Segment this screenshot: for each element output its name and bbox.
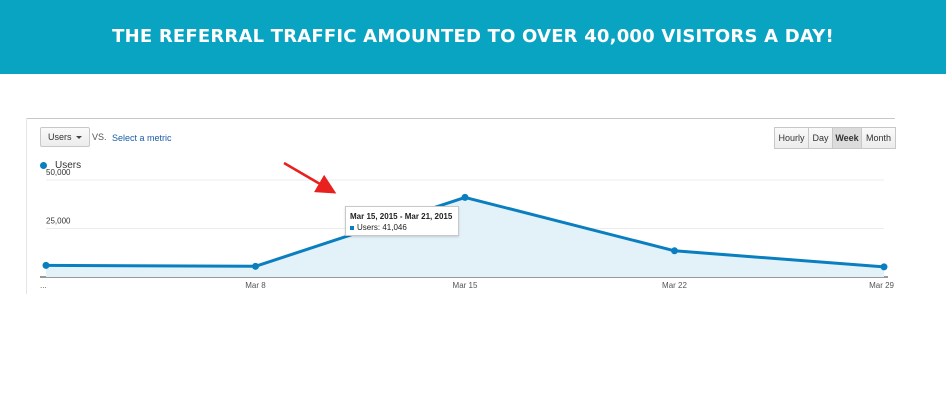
metric-dropdown-label: Users [48, 132, 72, 142]
users-area-fill [46, 197, 884, 277]
tooltip-title: Mar 15, 2015 - Mar 21, 2015 [350, 212, 453, 221]
data-point-mar-15[interactable] [461, 193, 469, 201]
chart-legend: Users [40, 160, 81, 171]
tooltip-value-row: Users: 41,046 [350, 223, 407, 232]
data-point-mar-1[interactable] [42, 261, 50, 269]
granularity-toggle: Hourly Day Week Month [774, 127, 896, 149]
y-tick-label: 25,000 [46, 217, 71, 226]
x-tick-label: ... [40, 281, 47, 290]
tooltip-value: Users: 41,046 [357, 223, 407, 232]
header-banner: THE REFERRAL TRAFFIC AMOUNTED TO OVER 40… [0, 0, 946, 74]
banner-title: THE REFERRAL TRAFFIC AMOUNTED TO OVER 40… [112, 26, 834, 47]
panel-left-border [26, 118, 27, 294]
tooltip-series-square-icon [350, 225, 354, 230]
x-tick-label: Mar 22 [662, 281, 687, 290]
panel-top-border [26, 118, 895, 119]
x-tick-label: Mar 29 [869, 281, 894, 290]
legend-label: Users [55, 160, 82, 171]
vs-label: VS. [92, 132, 107, 142]
granularity-month-button[interactable]: Month [861, 127, 896, 149]
metric-dropdown[interactable]: Users [40, 127, 90, 147]
data-point-mar-8[interactable] [252, 262, 259, 270]
chevron-down-icon [76, 136, 82, 139]
granularity-day-button[interactable]: Day [808, 127, 833, 149]
annotation-arrow [283, 161, 337, 194]
data-point-mar-22[interactable] [671, 247, 678, 255]
data-point-mar-29[interactable] [880, 263, 888, 271]
granularity-hourly-button[interactable]: Hourly [774, 127, 809, 149]
select-metric-link[interactable]: Select a metric [112, 133, 172, 143]
chart-tooltip: Mar 15, 2015 - Mar 21, 2015 Users: 41,04… [345, 206, 459, 236]
x-tick-label: Mar 8 [245, 281, 266, 290]
analytics-panel: 25,000 50,000 ... Mar 8 Mar 15 Mar 22 Mar 29 … [26, 118, 896, 294]
chart-svg: 25,000 50,000 ... Mar 8 Mar 15 Mar 22 Mar 29 [40, 161, 895, 290]
legend-dot-icon [40, 162, 47, 169]
x-tick-label: Mar 15 [453, 281, 478, 290]
y-tick-label: 50,000 [46, 168, 71, 177]
granularity-week-button[interactable]: Week [832, 127, 862, 149]
